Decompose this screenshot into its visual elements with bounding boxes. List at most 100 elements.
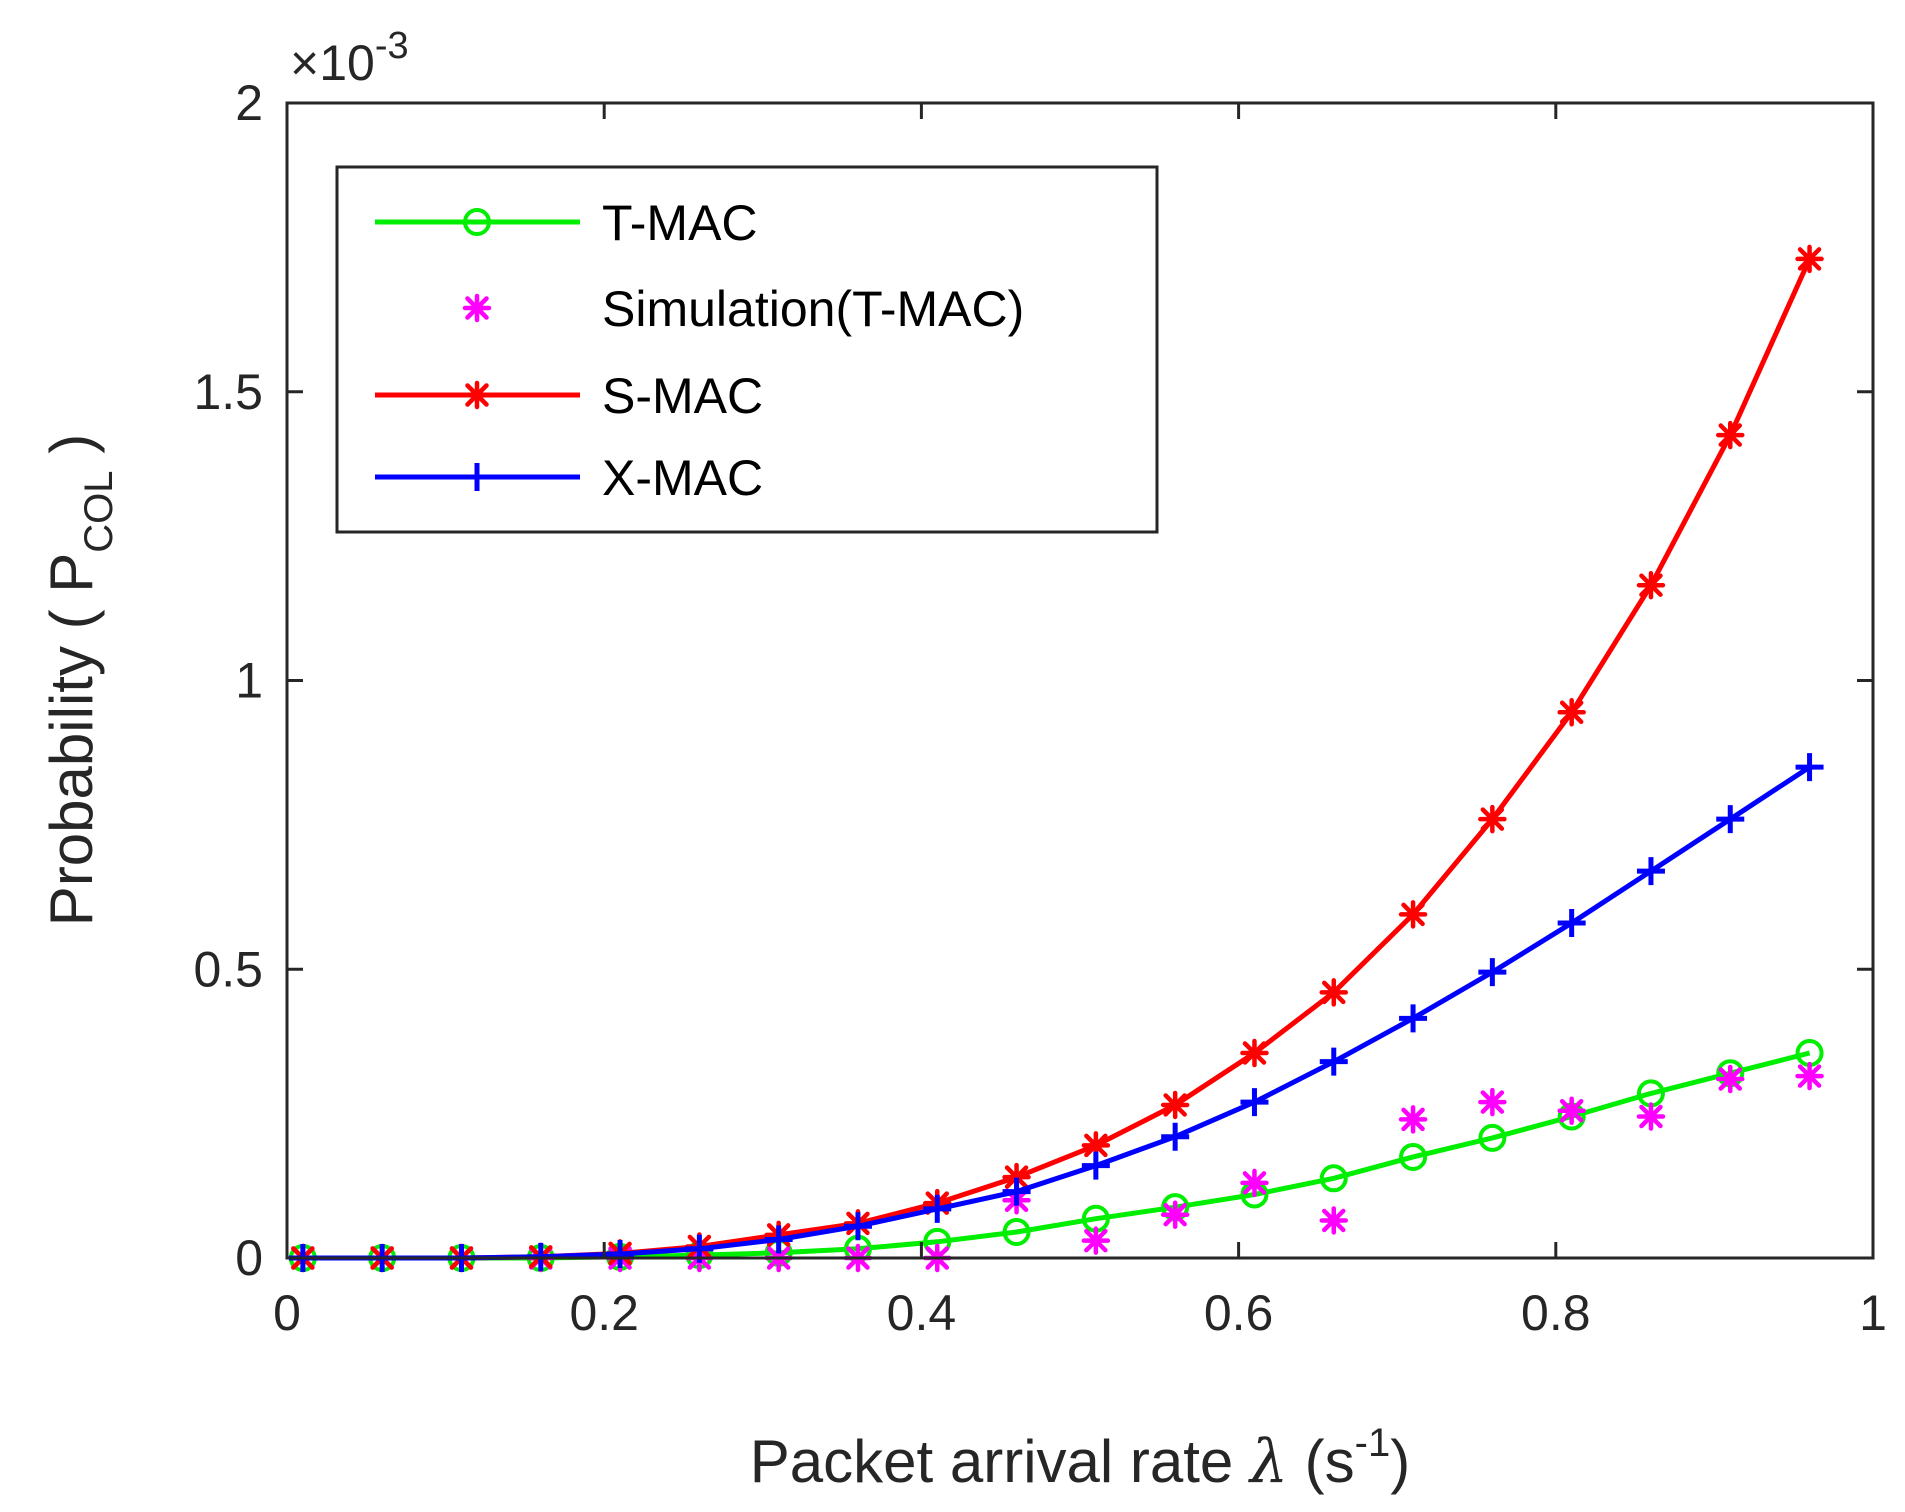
data-point	[1160, 1200, 1190, 1229]
x-tick-label: 0.6	[1204, 1285, 1274, 1341]
data-point	[1002, 1218, 1031, 1247]
y-axis-title-subscript: COL	[77, 470, 121, 552]
marker-asterisk	[462, 380, 492, 410]
data-point	[1478, 1123, 1507, 1152]
svg-text:Probability ( PCOL ): Probability ( PCOL )	[38, 434, 121, 926]
marker-asterisk	[1240, 1038, 1269, 1068]
marker-plus	[1636, 857, 1665, 886]
data-point	[1795, 753, 1824, 782]
y-exponent-power: -3	[375, 25, 409, 67]
marker-circle	[463, 208, 491, 236]
legend-box	[335, 165, 1159, 534]
data-point	[1399, 1004, 1428, 1033]
svg-text:×10-3: ×10-3	[290, 25, 409, 91]
x-axis-title: Packet arrival rate λ (s-1)	[750, 1421, 1410, 1497]
legend-entry: Simulation(T-MAC)	[462, 281, 1024, 337]
marker-plus	[764, 1225, 793, 1254]
marker-plus	[1002, 1177, 1031, 1206]
x-axis-title-symbol: λ	[1248, 1427, 1288, 1497]
y-axis-title: Probability ( PCOL )	[38, 434, 121, 926]
marker-plus	[1557, 909, 1586, 938]
svg-text:Packet arrival rate λ (s-1): Packet arrival rate λ (s-1)	[750, 1421, 1410, 1497]
data-point	[1081, 1131, 1111, 1160]
x-axis-title-main: Packet arrival rate	[750, 1428, 1250, 1495]
marker-asterisk	[1002, 1162, 1031, 1192]
data-point	[1319, 1206, 1349, 1235]
legend-entry: T-MAC	[375, 195, 758, 251]
data-point	[923, 1194, 952, 1223]
marker-asterisk	[1557, 1096, 1586, 1125]
marker-asterisk	[1398, 900, 1428, 929]
marker-plus	[1161, 1122, 1190, 1151]
data-point	[1399, 1142, 1428, 1171]
data-point	[1398, 1105, 1428, 1134]
data-point	[1716, 420, 1745, 450]
marker-circle	[1319, 1164, 1348, 1193]
data-point	[1002, 1177, 1031, 1206]
marker-asterisk	[1081, 1131, 1111, 1160]
marker-plus	[1399, 1004, 1428, 1033]
y-axis-title-close: )	[38, 434, 105, 471]
marker-plus	[843, 1212, 872, 1241]
data-point	[1319, 978, 1349, 1007]
data-point	[1240, 1088, 1269, 1117]
axis-ticks: 0 0.2 0.4 0.6 0.8 1 0 0.5 1 1.5 2	[193, 75, 1886, 1341]
marker-asterisk	[1319, 1206, 1349, 1235]
x-axis-title-unit-open: (s	[1288, 1428, 1355, 1495]
marker-plus	[1478, 958, 1507, 987]
x-axis-title-unit-power: -1	[1355, 1421, 1391, 1465]
legend-label: T-MAC	[602, 195, 758, 251]
data-point	[1319, 1047, 1348, 1076]
x-tick-label: 0.4	[887, 1285, 957, 1341]
legend-marker	[463, 208, 491, 236]
data-point	[1795, 1061, 1824, 1091]
marker-asterisk	[462, 293, 492, 323]
data-point	[1795, 244, 1824, 274]
marker-plus	[1795, 753, 1824, 782]
data-point	[764, 1225, 793, 1254]
y-exponent-prefix: ×10	[290, 35, 375, 91]
x-tick-label: 0.8	[1521, 1285, 1591, 1341]
data-point	[1398, 900, 1428, 929]
data-point	[1557, 1096, 1586, 1125]
marker-asterisk	[1636, 1102, 1666, 1131]
data-point	[1081, 1226, 1111, 1255]
marker-asterisk	[1319, 978, 1349, 1007]
marker-plus	[606, 1239, 635, 1268]
data-point	[606, 1239, 635, 1268]
y-exponent-label: ×10-3	[290, 25, 409, 91]
data-point	[843, 1212, 872, 1241]
y-tick-label: 0	[235, 1230, 263, 1286]
legend-marker	[463, 463, 491, 491]
marker-asterisk	[1716, 1064, 1745, 1094]
marker-asterisk	[1478, 804, 1507, 834]
marker-plus	[1319, 1047, 1348, 1076]
data-point	[1716, 1064, 1745, 1094]
y-tick-label: 1.5	[193, 364, 263, 420]
marker-plus	[1240, 1088, 1269, 1117]
data-point	[1319, 1164, 1348, 1193]
marker-circle	[1478, 1123, 1507, 1152]
series-x-mac	[288, 753, 1824, 1272]
marker-asterisk	[1160, 1090, 1190, 1120]
marker-plus	[1716, 805, 1745, 834]
marker-circle	[1399, 1142, 1428, 1171]
y-tick-label: 0.5	[193, 941, 263, 997]
marker-asterisk	[1160, 1200, 1190, 1229]
marker-plus	[923, 1194, 952, 1223]
data-point	[1478, 958, 1507, 987]
y-axis-title-main: Probability ( P	[38, 553, 105, 926]
x-tick-label: 0	[273, 1285, 301, 1341]
marker-asterisk	[1240, 1168, 1269, 1198]
marker-circle	[1002, 1218, 1031, 1247]
x-tick-label: 1	[1859, 1285, 1887, 1341]
data-point	[1160, 1090, 1190, 1120]
marker-asterisk	[1795, 244, 1824, 274]
data-point	[1557, 698, 1586, 727]
x-axis-title-unit-close: )	[1390, 1428, 1410, 1495]
data-point	[1081, 1151, 1110, 1180]
data-point	[1557, 909, 1586, 938]
legend-label: X-MAC	[602, 450, 763, 506]
marker-asterisk	[1716, 420, 1745, 450]
data-point	[1716, 805, 1745, 834]
